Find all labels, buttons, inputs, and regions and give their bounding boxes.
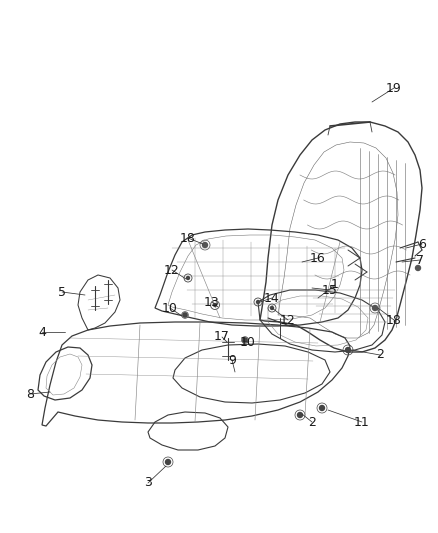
Circle shape — [257, 301, 259, 303]
Text: 14: 14 — [264, 292, 280, 304]
Circle shape — [416, 265, 420, 271]
Circle shape — [166, 459, 170, 464]
Circle shape — [346, 348, 350, 352]
Text: 13: 13 — [204, 295, 220, 309]
Text: 16: 16 — [310, 252, 326, 264]
Text: 3: 3 — [144, 477, 152, 489]
Circle shape — [242, 337, 248, 343]
Circle shape — [213, 303, 216, 306]
Text: 4: 4 — [38, 326, 46, 338]
Text: 18: 18 — [180, 231, 196, 245]
Circle shape — [202, 243, 208, 247]
Text: 6: 6 — [418, 238, 426, 251]
Circle shape — [271, 306, 273, 310]
Text: 18: 18 — [386, 313, 402, 327]
Text: 10: 10 — [162, 302, 178, 314]
Text: 8: 8 — [26, 387, 34, 400]
Text: 10: 10 — [240, 335, 256, 349]
Text: 11: 11 — [354, 416, 370, 429]
Circle shape — [187, 277, 190, 279]
Text: 15: 15 — [322, 284, 338, 296]
Text: 9: 9 — [228, 353, 236, 367]
Circle shape — [372, 305, 378, 311]
Text: 12: 12 — [280, 313, 296, 327]
Text: 5: 5 — [58, 286, 66, 298]
Text: 17: 17 — [214, 330, 230, 343]
Circle shape — [319, 406, 325, 410]
Text: 2: 2 — [308, 416, 316, 429]
Text: 19: 19 — [386, 82, 402, 94]
Circle shape — [182, 312, 188, 318]
Text: 7: 7 — [416, 254, 424, 266]
Text: 1: 1 — [331, 279, 339, 292]
Text: 2: 2 — [376, 349, 384, 361]
Circle shape — [297, 413, 303, 417]
Text: 12: 12 — [164, 263, 180, 277]
